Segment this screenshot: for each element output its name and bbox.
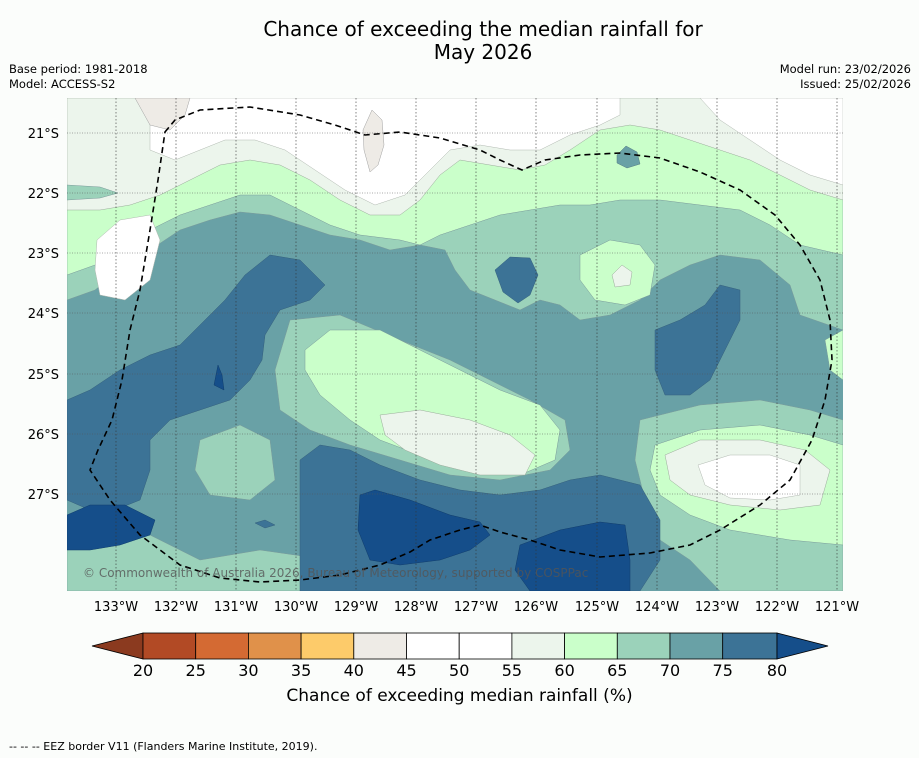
- colorbar-tick: 45: [396, 661, 416, 680]
- contour-55-60-center: [379, 409, 536, 476]
- contour-65-70-nw-strip: [67, 184, 119, 201]
- graticule: [115, 98, 838, 591]
- colorbar-bin-65-70: [616, 632, 671, 660]
- model-run: Model run: 23/02/2026: [779, 62, 911, 76]
- lon-label: 123°W: [695, 600, 739, 615]
- lon-label: 127°W: [454, 600, 498, 615]
- colorbar-tick: 20: [133, 661, 153, 680]
- contour-50-55-west: [94, 214, 161, 301]
- map-title: Chance of exceeding the median rainfall …: [0, 18, 919, 64]
- contour-70-75-ne-spot: [616, 145, 641, 169]
- contour-80plus-southwest: [67, 504, 156, 551]
- contour-45-50-n: [362, 109, 385, 173]
- issued-date: Issued: 25/02/2026: [800, 77, 911, 91]
- lon-label: 129°W: [334, 600, 378, 615]
- lon-label: 125°W: [575, 600, 619, 615]
- lon-labels: 133°W 132°W 131°W 130°W 129°W 128°W 127°…: [94, 600, 859, 615]
- colorbar-tick: 30: [238, 661, 258, 680]
- colorbar-tick: 65: [607, 661, 627, 680]
- contour-80plus-south: [357, 489, 491, 566]
- colorbar-bin-60-65: [564, 632, 618, 660]
- copyright-text: © Commonwealth of Australia 2026, Bureau…: [83, 566, 588, 580]
- colorbar-tick: 80: [767, 661, 787, 680]
- lon-label: 132°W: [154, 600, 198, 615]
- lat-label: 21°S: [28, 127, 59, 142]
- colorbar-tick: 40: [344, 661, 364, 680]
- colorbar-tick: 35: [291, 661, 311, 680]
- lat-label: 22°S: [28, 187, 59, 202]
- footnote: -- -- -- EEZ border V11 (Flanders Marine…: [9, 740, 318, 753]
- eez-border: [89, 106, 833, 583]
- contour-50-55-ne: [699, 98, 843, 186]
- colorbar-bin-20-25: [142, 632, 197, 660]
- colorbar-tick: 55: [502, 661, 522, 680]
- colorbar-bin-30-35: [247, 632, 302, 660]
- contour-50-55-east: [697, 454, 801, 501]
- colorbar-bin-40-45: [353, 632, 407, 660]
- contour-55-60-blob: [611, 264, 633, 288]
- colorbar-under-arrow: [91, 632, 144, 660]
- lat-label: 23°S: [28, 247, 59, 262]
- lat-label: 27°S: [28, 488, 59, 503]
- lon-label: 133°W: [94, 600, 138, 615]
- contour-80plus-south-center: [514, 521, 631, 591]
- lon-label: 130°W: [274, 600, 318, 615]
- lon-label: 126°W: [514, 600, 558, 615]
- colorbar-over-arrow: [776, 632, 829, 660]
- colorbar: [91, 632, 829, 660]
- colorbar-tick: 70: [660, 661, 680, 680]
- title-line-2: May 2026: [433, 40, 533, 64]
- colorbar-bin-35-40: [300, 632, 355, 660]
- contour-75-80-east: [654, 284, 741, 396]
- contour-75-80-sw: [254, 519, 276, 529]
- meta-left: Base period: 1981-2018 Model: ACCESS-S2: [9, 62, 148, 92]
- colorbar-tick: 50: [449, 661, 469, 680]
- colorbar-ticks: 20 25 30 35 40 45 50 55 60 65 70 75 80: [133, 661, 787, 680]
- lon-label: 122°W: [755, 600, 799, 615]
- lon-label: 121°W: [815, 600, 859, 615]
- contour-80plus-west-spot: [213, 364, 225, 391]
- colorbar-label: Chance of exceeding median rainfall (%): [286, 686, 633, 706]
- lon-label: 131°W: [214, 600, 258, 615]
- meta-right: Model run: 23/02/2026 Issued: 25/02/2026: [780, 62, 911, 92]
- colorbar-bin-75-80: [722, 632, 778, 660]
- colorbar-bin-70-75: [669, 632, 724, 660]
- lat-label: 25°S: [28, 368, 59, 383]
- colorbar-tick: 75: [713, 661, 733, 680]
- lat-label: 26°S: [28, 428, 59, 443]
- colorbar-bin-45-50: [406, 632, 460, 660]
- colorbar-tick: 60: [554, 661, 574, 680]
- lat-labels: 21°S 22°S 23°S 24°S 25°S 26°S 27°S: [28, 127, 59, 503]
- colorbar-bin-55-60: [511, 632, 565, 660]
- lon-label: 124°W: [635, 600, 679, 615]
- lat-gridlines: [67, 132, 843, 495]
- contour-50-55: [149, 98, 621, 206]
- contour-75-80-west: [67, 254, 326, 511]
- lon-label: 128°W: [394, 600, 438, 615]
- colorbar-bin-50-55: [458, 632, 513, 660]
- colorbar-tick: 25: [186, 661, 206, 680]
- lat-label: 24°S: [28, 307, 59, 322]
- rainfall-probability-field: [67, 98, 843, 591]
- base-period: Base period: 1981-2018: [9, 62, 148, 76]
- colorbar-bin-25-30: [195, 632, 249, 660]
- title-line-1: Chance of exceeding the median rainfall …: [263, 17, 703, 41]
- model-name: Model: ACCESS-S2: [9, 77, 116, 91]
- contour-65-70-west: [194, 424, 276, 501]
- contour-75-80-north: [494, 256, 539, 304]
